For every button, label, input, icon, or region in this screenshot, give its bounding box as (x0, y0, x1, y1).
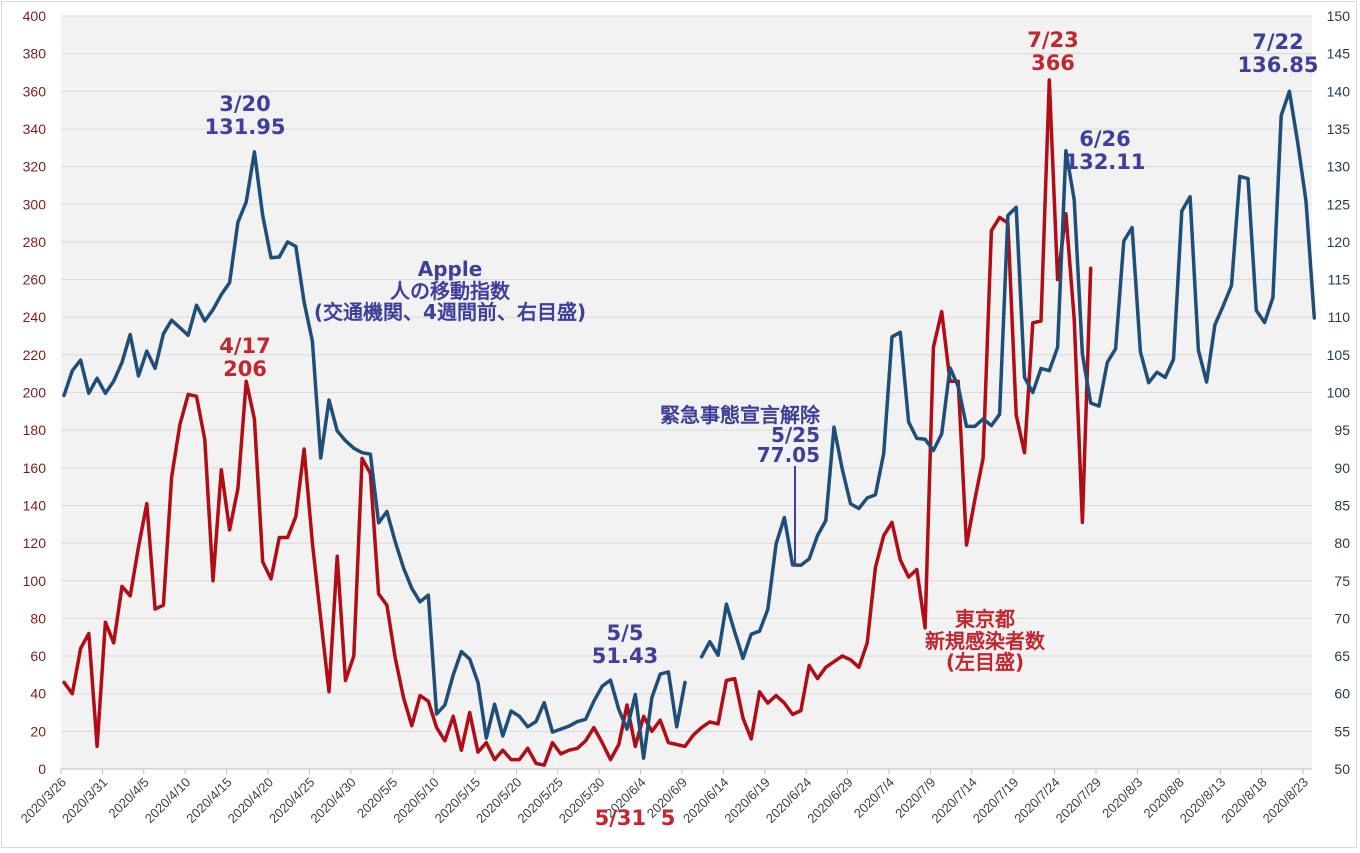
annotation-value: 5/31 5 (585, 807, 685, 830)
annotation-date: 5/25 (640, 425, 820, 445)
annotation-emergency-lift: 緊急事態宣言解除 5/25 77.05 (640, 405, 820, 465)
right-axis-tick-label: 80 (1334, 535, 1350, 551)
right-axis-tick-label: 60 (1334, 686, 1350, 702)
left-axis-tick-label: 320 (23, 159, 47, 175)
annotation-value: 51.43 (585, 645, 665, 668)
x-axis-tick-label: 2020/7/4 (851, 775, 897, 821)
label-line-3: (交通機関、4週間前、右目盛) (298, 302, 602, 324)
left-axis-tick-label: 340 (23, 121, 47, 137)
right-axis-tick-label: 105 (1327, 347, 1351, 363)
right-axis-tick-label: 65 (1334, 648, 1350, 664)
left-axis-tick-label: 360 (23, 83, 47, 99)
annotation-date: 6/26 (1060, 128, 1150, 151)
annotation-date: 4/17 (205, 335, 285, 358)
right-axis-tick-label: 140 (1327, 83, 1351, 99)
annotation-date: 5/5 (585, 622, 665, 645)
left-axis-tick-label: 220 (23, 347, 47, 363)
right-axis-tick-label: 110 (1328, 309, 1351, 325)
label-line-3: (左目盛) (915, 652, 1055, 674)
right-axis-tick-label: 50 (1334, 761, 1350, 777)
right-axis-ticks: 50 55 60 65 70 75 80 85 90 95 100 105 110 115 120 125 13… (1327, 8, 1351, 777)
left-axis-tick-label: 80 (30, 610, 46, 626)
left-axis-tick-label: 60 (30, 648, 46, 664)
x-axis-tick-label: 2020/3/31 (59, 775, 111, 827)
annotation-apple-series-label: Apple 人の移動指数 (交通機関、4週間前、右目盛) (298, 259, 602, 324)
annotation-value: 136.85 (1228, 54, 1328, 77)
annotation-date: 7/23 (1013, 29, 1093, 52)
right-axis-tick-label: 55 (1334, 723, 1350, 739)
annotation-value: 366 (1013, 52, 1093, 75)
label-line-1: 緊急事態宣言解除 (640, 405, 820, 425)
left-axis-tick-label: 400 (23, 8, 47, 24)
right-axis-tick-label: 100 (1327, 385, 1351, 401)
right-axis-tick-label: 120 (1327, 234, 1351, 250)
left-axis-tick-label: 240 (23, 309, 47, 325)
right-axis-tick-label: 150 (1327, 8, 1351, 24)
label-line-2: 人の移動指数 (298, 281, 602, 303)
left-axis-tick-label: 140 (23, 497, 47, 513)
annotation-apple-626: 6/26 132.11 (1060, 128, 1150, 173)
x-axis-tick-label: 2020/8/23 (1260, 775, 1312, 827)
left-axis-tick-label: 0 (38, 761, 46, 777)
right-axis-tick-label: 135 (1327, 121, 1351, 137)
right-axis-tick-label: 115 (1328, 272, 1351, 288)
x-axis-tick-label: 2020/4/30 (307, 775, 359, 827)
left-axis-tick-label: 100 (23, 573, 47, 589)
right-axis-tick-label: 90 (1334, 460, 1350, 476)
annotation-tokyo-peak-417: 4/17 206 (205, 335, 285, 380)
label-line-2: 新規感染者数 (915, 631, 1055, 653)
x-axis-tick-label: 2020/8/3 (1099, 775, 1145, 821)
right-axis-tick-label: 70 (1334, 610, 1350, 626)
annotation-tokyo-peak-723: 7/23 366 (1013, 29, 1093, 74)
left-axis-tick-label: 40 (30, 686, 46, 702)
annotation-date: 7/22 (1228, 31, 1328, 54)
left-axis-tick-label: 120 (23, 535, 47, 551)
left-axis-tick-label: 20 (30, 723, 46, 739)
label-line-1: 東京都 (915, 609, 1055, 631)
right-axis-tick-label: 95 (1334, 422, 1350, 438)
label-line-1: Apple (298, 259, 602, 281)
left-axis-tick-label: 280 (23, 234, 47, 250)
annotation-apple-peak: 3/20 131.95 (200, 93, 290, 138)
annotation-date: 3/20 (200, 93, 290, 116)
annotation-value: 77.05 (640, 445, 820, 465)
left-axis-tick-label: 180 (23, 422, 47, 438)
right-axis-tick-label: 130 (1327, 159, 1351, 175)
left-axis-ticks: 0 20 40 60 80 100 120 140 160 180 200 220 240 260 280 3… (23, 8, 47, 777)
left-axis-tick-label: 300 (23, 196, 47, 212)
x-axis-tick-label: 2020/6/29 (804, 775, 856, 827)
right-axis-tick-label: 145 (1327, 46, 1351, 62)
right-axis-tick-label: 85 (1334, 497, 1350, 513)
annotation-apple-low: 5/5 51.43 (585, 622, 665, 667)
left-axis-tick-label: 260 (23, 272, 47, 288)
annotation-apple-722: 7/22 136.85 (1228, 31, 1328, 76)
left-axis-tick-label: 380 (23, 46, 47, 62)
annotation-value: 131.95 (200, 116, 290, 139)
right-axis-tick-label: 75 (1334, 573, 1350, 589)
left-axis-tick-label: 200 (23, 385, 47, 401)
annotation-value: 206 (205, 358, 285, 381)
annotation-tokyo-series-label: 東京都 新規感染者数 (左目盛) (915, 609, 1055, 674)
annotation-value: 132.11 (1060, 151, 1150, 174)
annotation-tokyo-low-531: 5/31 5 (585, 762, 685, 853)
x-axis-tick-label: 2020/7/29 (1053, 775, 1105, 827)
right-axis-tick-label: 125 (1327, 196, 1351, 212)
left-axis-tick-label: 160 (23, 460, 47, 476)
